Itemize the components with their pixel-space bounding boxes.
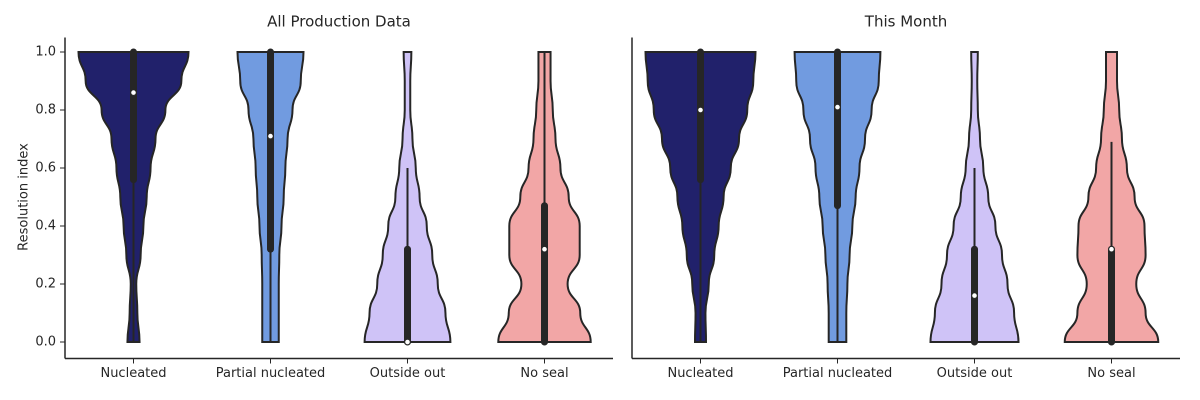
y-tick-label: 0.4 xyxy=(35,219,56,234)
x-tick-label: Nucleated xyxy=(100,366,166,381)
y-tick-label: 0.6 xyxy=(35,161,56,176)
x-tick-label: No seal xyxy=(520,366,568,381)
chart-title: All Production Data xyxy=(267,13,411,31)
median xyxy=(834,104,841,110)
y-tick-label: 0.0 xyxy=(35,335,56,350)
x-tick-label: Nucleated xyxy=(667,366,733,381)
x-tick-label: Outside out xyxy=(937,366,1013,381)
median xyxy=(267,133,274,139)
median xyxy=(697,107,704,113)
y-tick-label: 0.2 xyxy=(35,277,56,292)
x-tick-label: Partial nucleated xyxy=(216,366,326,381)
median xyxy=(130,89,137,96)
y-axis-label: Resolution index xyxy=(17,143,32,251)
chart-title: This Month xyxy=(864,13,947,31)
y-tick-label: 1.0 xyxy=(35,45,56,60)
x-tick-label: No seal xyxy=(1087,366,1135,381)
median xyxy=(404,339,411,345)
y-tick-label: 0.8 xyxy=(35,103,56,118)
x-tick-label: Partial nucleated xyxy=(783,366,893,381)
median xyxy=(971,292,978,299)
median xyxy=(541,246,548,253)
median xyxy=(1108,246,1115,253)
x-tick-label: Outside out xyxy=(370,366,446,381)
